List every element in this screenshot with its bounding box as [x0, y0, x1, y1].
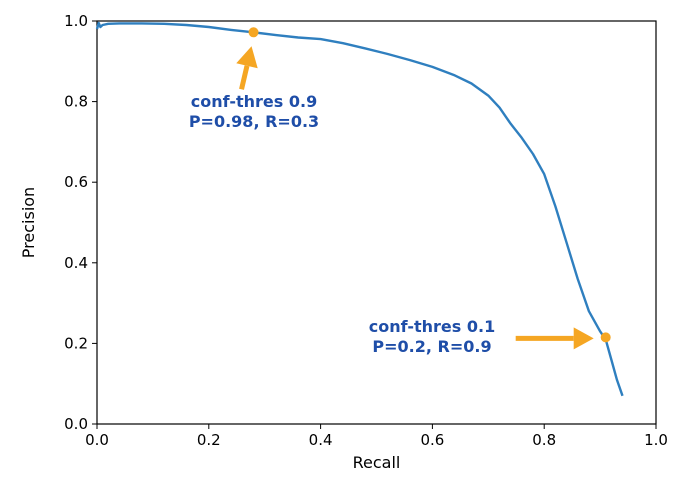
annotation-marker-high-thres — [248, 27, 259, 38]
y-tick-label: 0.6 — [64, 173, 88, 191]
x-axis-label: Recall — [353, 453, 401, 472]
annotation-arrow-high-thres — [236, 46, 258, 90]
x-tick-label: 0.0 — [85, 431, 109, 449]
x-tick-label: 0.2 — [197, 431, 221, 449]
y-tick-label: 1.0 — [64, 12, 88, 30]
annotation-arrow-low-thres — [515, 327, 594, 350]
plot-frame — [96, 20, 657, 425]
annotation-text-high-thres: conf-thres 0.9 — [191, 92, 317, 111]
y-axis-label: Precision — [19, 187, 38, 258]
annotation-marker-low-thres — [600, 332, 611, 343]
x-tick-label: 0.8 — [532, 431, 556, 449]
y-tick-label: 0.0 — [64, 415, 88, 433]
annotation-text-low-thres: P=0.2, R=0.9 — [372, 337, 491, 356]
x-tick-label: 0.4 — [309, 431, 333, 449]
annotation-text-high-thres: P=0.98, R=0.3 — [189, 112, 319, 131]
x-tick-label: 0.6 — [420, 431, 444, 449]
annotation-text-low-thres: conf-thres 0.1 — [369, 317, 495, 336]
x-tick-label: 1.0 — [644, 431, 668, 449]
pr-curve-line — [95, 21, 624, 397]
y-tick-label: 0.4 — [64, 254, 88, 272]
y-tick-label: 0.8 — [64, 93, 88, 111]
y-tick-label: 0.2 — [64, 334, 88, 352]
